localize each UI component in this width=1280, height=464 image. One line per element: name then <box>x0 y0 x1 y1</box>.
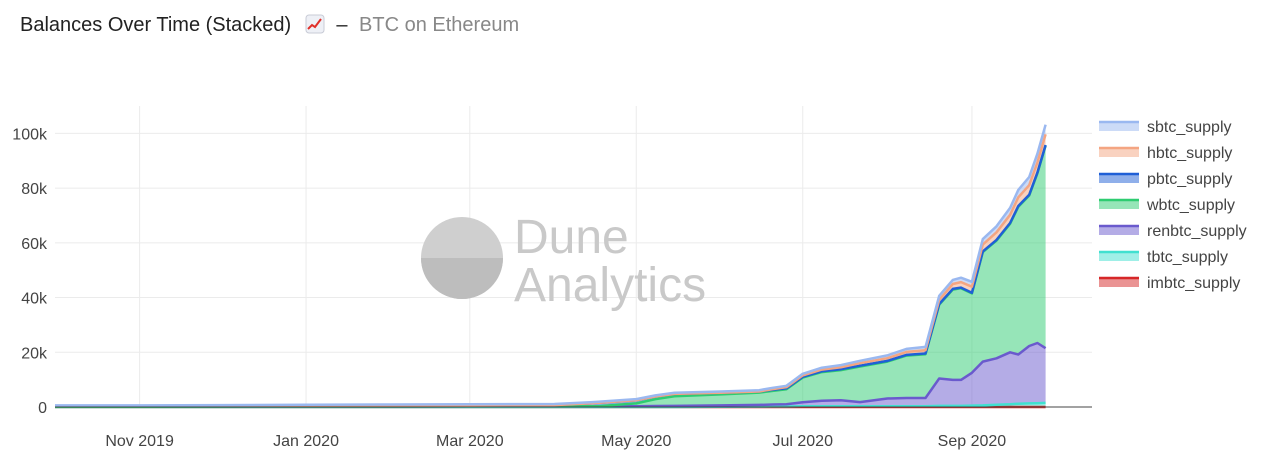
y-tick-label: 60k <box>21 236 48 253</box>
legend: sbtc_supply hbtc_supply pbtc_supply wbtc_su… <box>1099 119 1247 292</box>
title-separator: – <box>336 14 348 36</box>
legend-item-tbtc_supply[interactable]: tbtc_supply <box>1099 249 1228 266</box>
y-tick-label: 80k <box>21 181 48 198</box>
legend-swatch <box>1099 147 1139 157</box>
legend-label: sbtc_supply <box>1147 119 1232 136</box>
x-tick-label: Sep 2020 <box>938 433 1007 450</box>
x-axis-ticks: Nov 2019 Jan 2020 Mar 2020 May 2020 Jul 2020… <box>105 433 1006 450</box>
legend-swatch <box>1099 199 1139 209</box>
x-tick-label: Nov 2019 <box>105 433 174 450</box>
chart-title: Balances Over Time (Stacked) <box>20 14 292 36</box>
legend-swatch <box>1099 225 1139 235</box>
dune-analytics-watermark: Dune Analytics <box>421 211 706 312</box>
y-tick-label: 0 <box>38 400 47 417</box>
watermark-line1: Dune <box>514 211 629 264</box>
legend-swatch <box>1099 121 1139 131</box>
y-axis-ticks: 0 20k 40k 60k 80k 100k <box>12 126 48 417</box>
legend-label: renbtc_supply <box>1147 223 1247 240</box>
legend-item-hbtc_supply[interactable]: hbtc_supply <box>1099 145 1232 162</box>
legend-item-sbtc_supply[interactable]: sbtc_supply <box>1099 119 1232 136</box>
chart-increasing-icon <box>305 14 325 40</box>
y-tick-label: 40k <box>21 291 48 308</box>
legend-swatch <box>1099 277 1139 287</box>
chart-subtitle: BTC on Ethereum <box>359 14 520 36</box>
y-tick-label: 100k <box>12 126 48 143</box>
legend-label: pbtc_supply <box>1147 171 1232 188</box>
watermark-line2: Analytics <box>514 259 706 312</box>
legend-label: imbtc_supply <box>1147 275 1240 292</box>
x-tick-label: Jul 2020 <box>772 433 833 450</box>
x-tick-label: Jan 2020 <box>273 433 339 450</box>
y-tick-label: 20k <box>21 345 48 362</box>
legend-label: hbtc_supply <box>1147 145 1232 162</box>
legend-swatch <box>1099 173 1139 183</box>
legend-item-pbtc_supply[interactable]: pbtc_supply <box>1099 171 1232 188</box>
legend-item-imbtc_supply[interactable]: imbtc_supply <box>1099 275 1240 292</box>
legend-swatch <box>1099 251 1139 261</box>
x-tick-label: Mar 2020 <box>436 433 504 450</box>
chart-header: Balances Over Time (Stacked) – BTC on Et… <box>20 14 519 40</box>
x-tick-label: May 2020 <box>601 433 671 450</box>
area-renbtc_supply <box>55 343 1046 407</box>
legend-item-renbtc_supply[interactable]: renbtc_supply <box>1099 223 1247 240</box>
legend-item-wbtc_supply[interactable]: wbtc_supply <box>1099 197 1235 214</box>
line-sbtc_supply <box>55 124 1047 407</box>
watermark-logo-half <box>421 258 503 299</box>
legend-label: wbtc_supply <box>1146 197 1235 214</box>
legend-label: tbtc_supply <box>1147 249 1228 266</box>
